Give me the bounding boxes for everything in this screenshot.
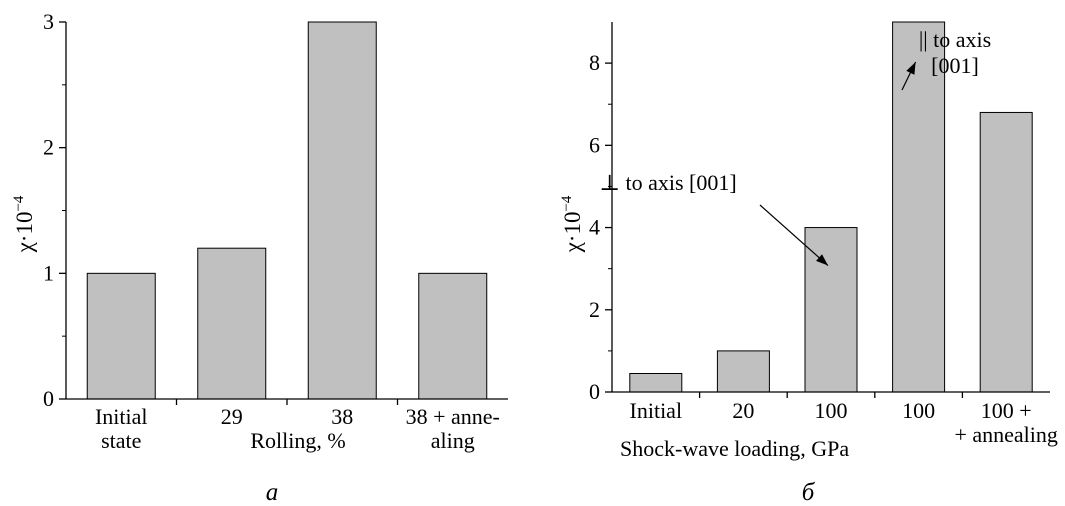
panel-a-axes xyxy=(59,21,508,405)
panel-a: Initial state 29 38 38 + anne-aling 0 1 2 3 χ·1… xyxy=(11,9,508,506)
panel-b-bar-0 xyxy=(629,373,683,393)
panel-b-category-label-4: 100 + + annealing xyxy=(954,398,1057,447)
panel-b-annotations: ⊥ to axis [001] || to axis [001] xyxy=(599,27,991,267)
panel-b-annotation-arrowhead-1 xyxy=(906,62,916,75)
panel-a-y-tick-label-0: 0 xyxy=(43,386,54,411)
panel-a-label: а xyxy=(266,479,279,506)
panel-b-bar-1 xyxy=(716,350,770,393)
panel-a-category-label-1: 29 xyxy=(221,404,243,429)
panel-b-category-labels: Initial 20 100 100 100 + + annealing xyxy=(630,398,1058,447)
panel-b-y-tick-label-0: 0 xyxy=(589,379,600,404)
panel-a-category-labels: Initial state 29 38 38 + anne-aling xyxy=(95,404,500,453)
panel-b-y-tick-label-3: 6 xyxy=(589,132,600,157)
panel-b-label: б xyxy=(802,479,816,506)
panel-b-annotation-arrow-0 xyxy=(759,204,829,267)
panel-a-x-axis-label: Rolling, % xyxy=(250,428,345,453)
panel-a-y-tick-label-2: 2 xyxy=(43,135,54,160)
panel-b-category-label-3: 100 xyxy=(902,398,935,423)
panel-b-annotation-arrowhead-0 xyxy=(816,254,828,266)
panel-a-category-label-0: Initial state xyxy=(95,404,148,453)
panel-a-y-tick-labels: 0 1 2 3 xyxy=(43,9,54,411)
panel-b-category-label-1: 20 xyxy=(732,398,754,423)
panel-b-category-label-0: Initial xyxy=(630,398,683,423)
panel-a-bar-0 xyxy=(86,272,156,400)
panel-b-y-axis-label: χ·10−4 xyxy=(559,195,585,253)
panel-a-y-tick-label-1: 1 xyxy=(43,260,54,285)
panel-b-y-tick-label-2: 4 xyxy=(589,215,600,240)
panel-b-category-label-2: 100 xyxy=(815,398,848,423)
panel-b-annotation-1: || to axis [001] xyxy=(919,27,991,78)
panel-a-bar-1 xyxy=(197,247,267,400)
panel-b-axes xyxy=(605,22,1050,398)
panel-a-category-label-2: 38 xyxy=(331,404,353,429)
panel-b-y-tick-label-4: 8 xyxy=(589,50,600,75)
panel-b-annotation-0: ⊥ to axis [001] xyxy=(599,170,736,195)
panel-a-y-axis-label: χ·10−4 xyxy=(11,195,37,253)
panel-a-bar-2 xyxy=(307,21,377,400)
panel-b-y-tick-label-1: 2 xyxy=(589,297,600,322)
panel-b-bar-3 xyxy=(892,21,946,393)
panel-a-category-label-3: 38 + anne-aling xyxy=(406,404,500,453)
panel-a-bar-3 xyxy=(418,272,488,400)
panel-b-bars xyxy=(629,21,1033,393)
panel-b-y-tick-labels: 0 2 4 6 8 xyxy=(589,50,600,404)
panel-a-y-tick-label-3: 3 xyxy=(43,9,54,34)
panel-b: Initial 20 100 100 100 + + annealing 0 2 4 6 8 ⊥ … xyxy=(559,21,1058,506)
panel-a-bars xyxy=(86,21,488,400)
panel-b-bar-4 xyxy=(979,111,1033,393)
panel-b-x-axis-label: Shock-wave loading, GPa xyxy=(620,436,849,461)
